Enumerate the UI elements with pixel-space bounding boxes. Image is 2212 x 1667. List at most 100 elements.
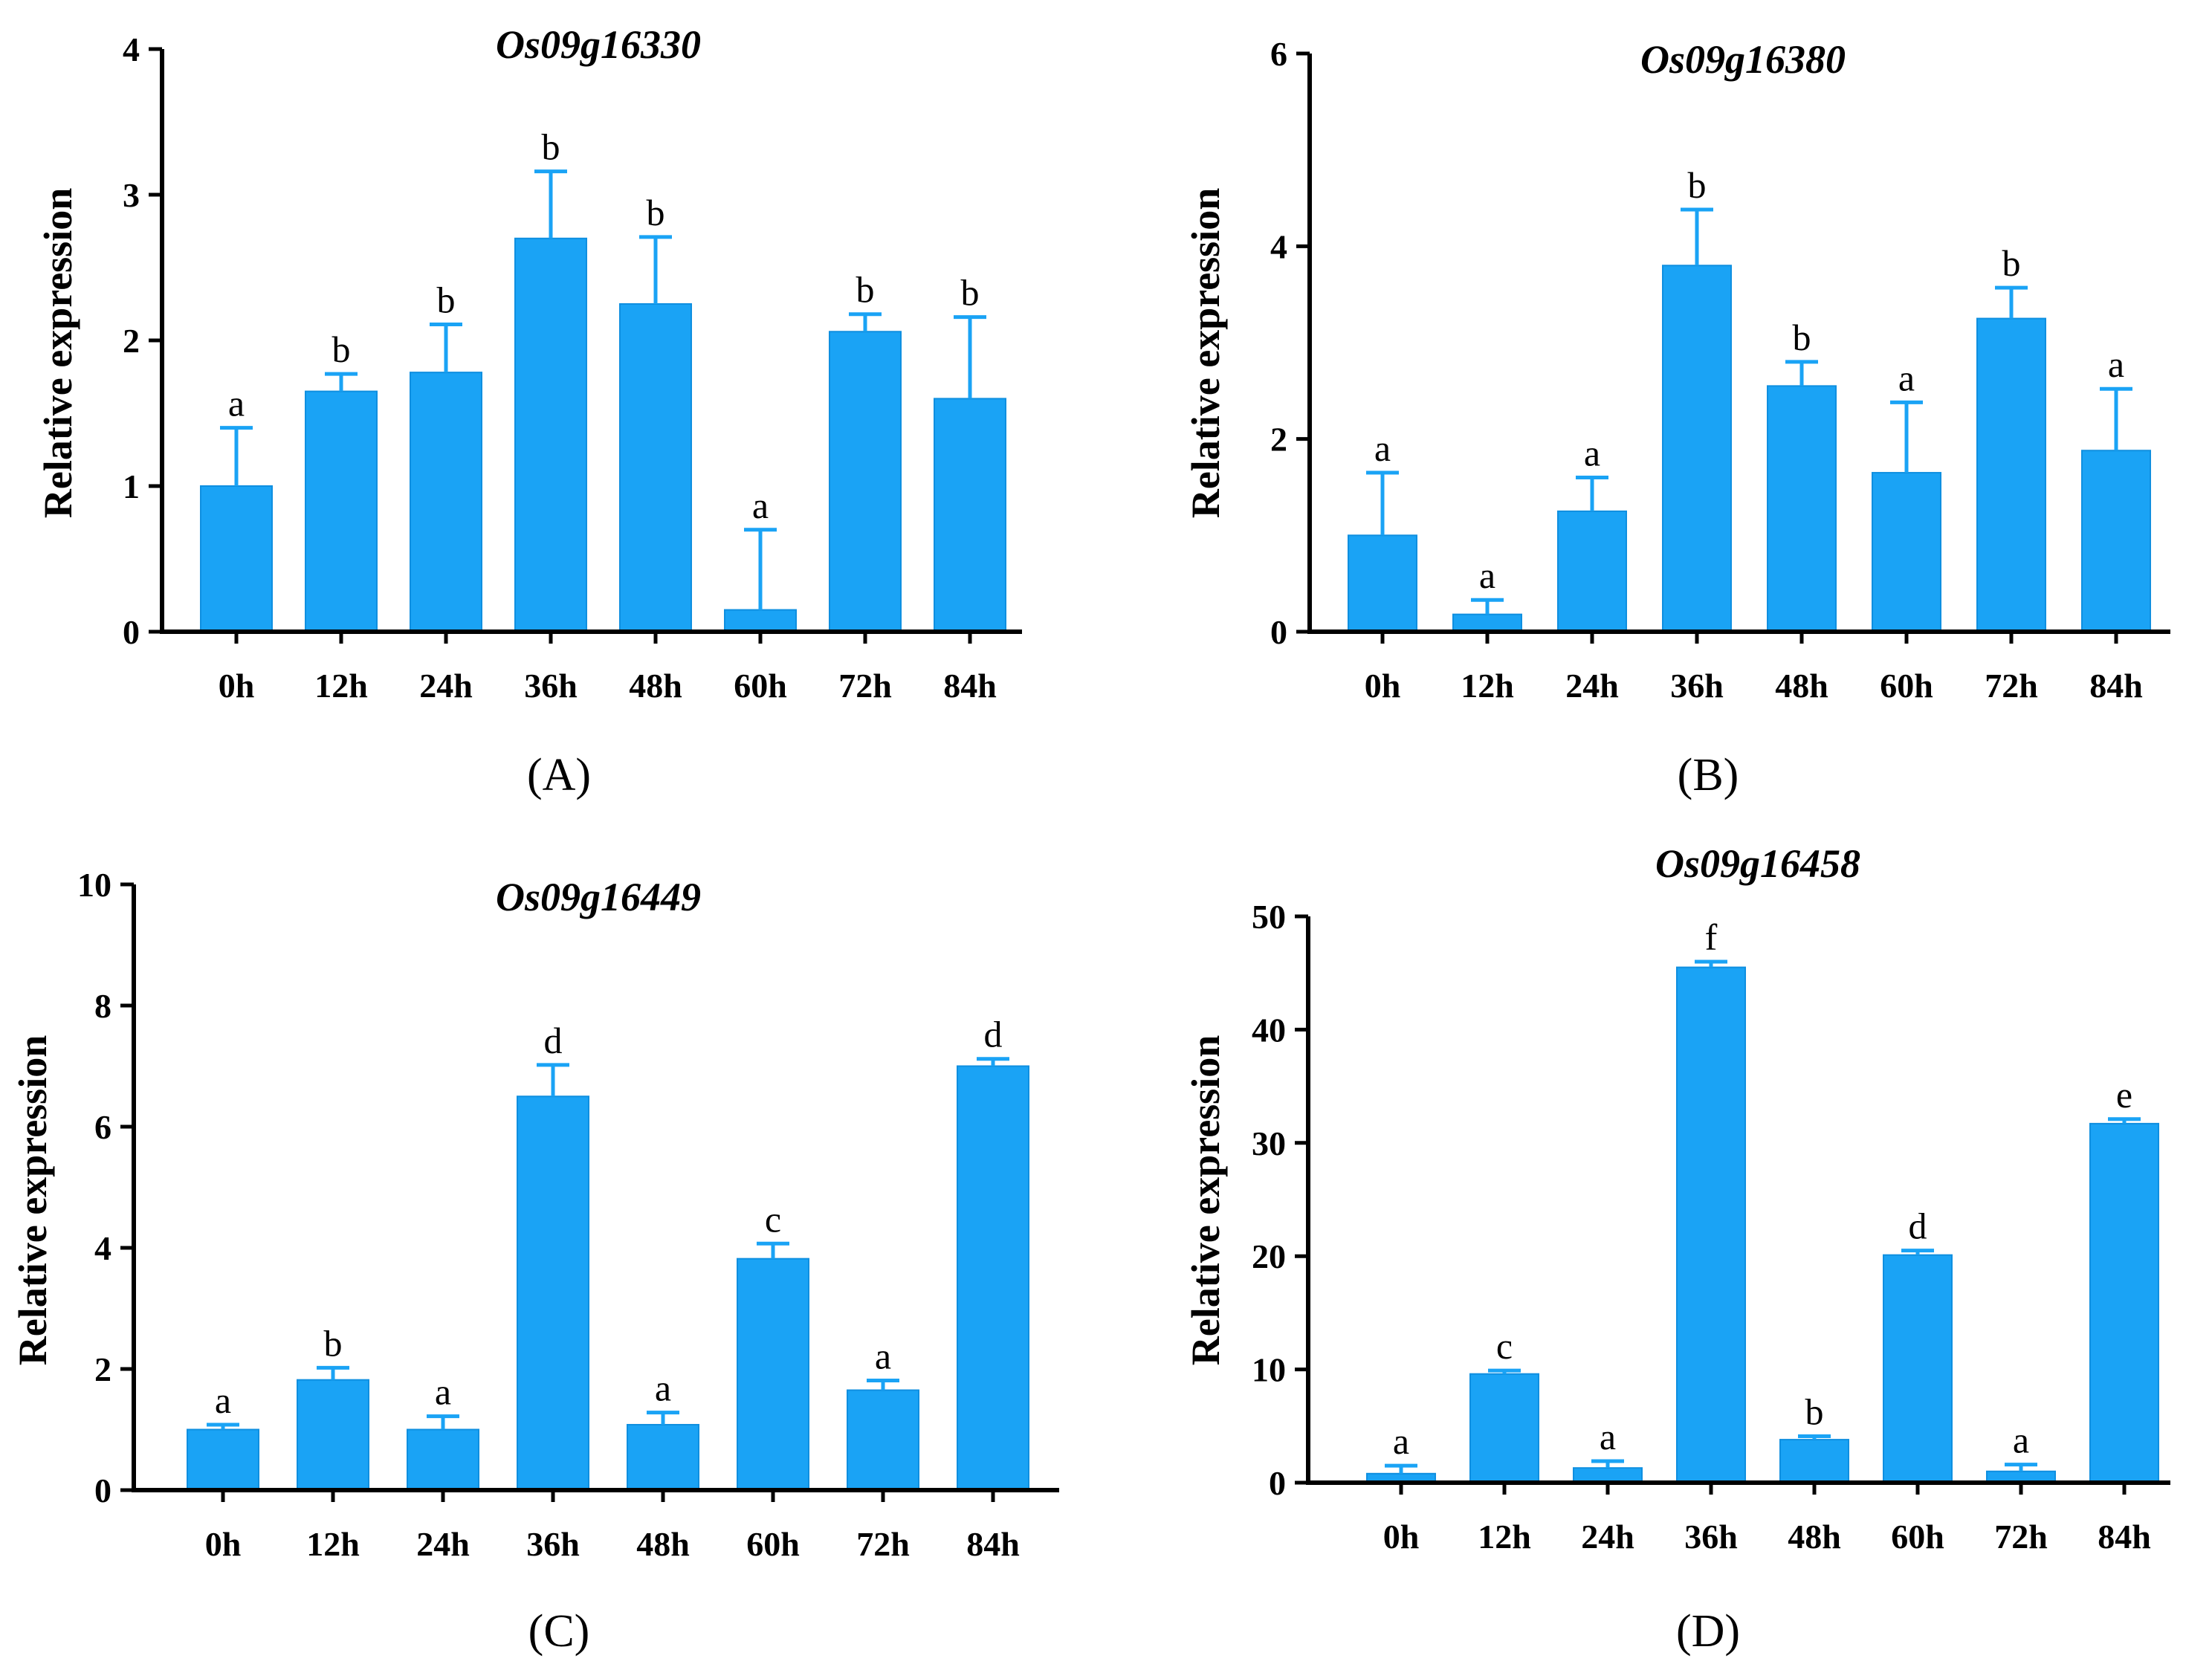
panel-a-sig-letter-36h: b <box>542 126 560 168</box>
panel-c-y-tick-4: 4 <box>94 1229 111 1267</box>
panel-c-sig-letter-12h: b <box>324 1322 343 1364</box>
panel-a-bar-60h <box>724 609 797 632</box>
panel-d-y-tick-50: 50 <box>1252 898 1286 936</box>
panel-a-sig-letter-60h: a <box>752 485 769 526</box>
panel-d-y-axis-label: Relative expression <box>1183 1035 1228 1365</box>
panel-c-y-tick-0: 0 <box>94 1472 111 1509</box>
panel-a-bar-84h <box>934 398 1006 633</box>
panel-d-bars <box>1366 966 2159 1484</box>
panel-d-bar-48h <box>1779 1439 1849 1484</box>
panel-a-x-tick-12h: 12h <box>314 667 368 705</box>
panel-d-y-ticks: 0 10 20 30 40 50 <box>1252 898 1308 1502</box>
panel-b-bar-0h <box>1348 534 1417 632</box>
panel-d-sig-letter-72h: a <box>2013 1420 2029 1461</box>
panel-b-axes <box>1307 54 2170 634</box>
panel-d-bar-84h <box>2089 1122 2159 1483</box>
panel-c-y-tick-10: 10 <box>77 866 111 904</box>
panel-d-label: (D) <box>1676 1606 1740 1657</box>
panel-b-bars <box>1348 265 2151 633</box>
panel-c-axes <box>132 884 1059 1492</box>
panel-c-y-ticks: 0 2 4 6 8 10 <box>77 866 134 1509</box>
panel-a-x-tick-36h: 36h <box>524 667 578 705</box>
panel-d-x-tick-84h: 84h <box>2098 1518 2151 1556</box>
panel-b-x-tick-36h: 36h <box>1670 667 1724 705</box>
panel-a-x-tick-60h: 60h <box>734 667 787 705</box>
panel-b-sig-letter-48h: b <box>1793 317 1811 358</box>
panel-b-bar-12h <box>1452 613 1522 632</box>
panel-b-bar-60h <box>1872 472 1941 632</box>
panel-a-y-tick-4: 4 <box>123 30 140 68</box>
panel-c-bar-24h <box>407 1428 479 1491</box>
panel-b-x-tick-0h: 0h <box>1365 667 1401 705</box>
panel-c-label: (C) <box>528 1606 590 1657</box>
panel-a-bar-0h <box>200 485 273 632</box>
panel-d-x-tick-48h: 48h <box>1788 1518 1841 1556</box>
panel-b: Os09g16380 Relative expression a a a b b a ba … <box>1183 35 2170 800</box>
panel-a-x-tick-0h: 0h <box>219 667 255 705</box>
panel-d-sig-letter-0h: a <box>1393 1420 1409 1462</box>
panel-c-significance-letters: a b a d a c a d <box>215 1014 1003 1421</box>
panel-b-x-tick-72h: 72h <box>1985 667 2038 705</box>
panel-c-title: Os09g16449 <box>496 875 701 919</box>
panel-c-sig-letter-0h: a <box>215 1379 231 1421</box>
panel-d-y-tick-40: 40 <box>1252 1011 1286 1049</box>
panel-c-y-axis-label: Relative expression <box>10 1035 55 1365</box>
panel-b-bar-84h <box>2081 450 2151 633</box>
panel-a-sig-letter-12h: b <box>332 328 351 370</box>
panel-a-y-tick-0: 0 <box>123 613 140 651</box>
panel-b-y-tick-2: 2 <box>1270 421 1287 459</box>
panel-d-x-ticks: 0h 12h 24h 36h 48h 60h 72h 84h <box>1383 1483 2151 1556</box>
panel-c-sig-letter-48h: a <box>655 1367 671 1409</box>
panel-b-significance-letters: a a a b b a b a <box>1374 164 2124 596</box>
panel-c-x-tick-84h: 84h <box>966 1525 1020 1563</box>
panel-d-sig-letter-84h: e <box>2116 1074 2132 1116</box>
panel-b-sig-letter-36h: b <box>1688 164 1707 206</box>
panel-b-x-tick-24h: 24h <box>1565 667 1619 705</box>
panel-b-y-axis-label: Relative expression <box>1183 188 1228 518</box>
panel-d-y-tick-10: 10 <box>1252 1351 1286 1389</box>
panel-a-x-tick-24h: 24h <box>419 667 473 705</box>
panel-d-y-tick-0: 0 <box>1269 1464 1286 1502</box>
panel-c-bar-0h <box>187 1428 259 1491</box>
panel-c-bars <box>187 1065 1029 1492</box>
panel-b-sig-letter-12h: a <box>1479 554 1495 596</box>
panel-d-error-bars <box>1385 959 2141 1474</box>
panel-a-y-axis-label: Relative expression <box>36 188 80 518</box>
panel-b-x-tick-60h: 60h <box>1880 667 1933 705</box>
panel-c-sig-letter-24h: a <box>435 1371 451 1413</box>
panel-c-sig-letter-84h: d <box>984 1014 1003 1055</box>
panel-c-x-tick-48h: 48h <box>636 1525 690 1563</box>
panel-d-y-tick-30: 30 <box>1252 1124 1286 1162</box>
panel-d-bar-60h <box>1883 1254 1953 1484</box>
panel-d-x-tick-36h: 36h <box>1684 1518 1738 1556</box>
panel-b-sig-letter-24h: a <box>1584 433 1600 474</box>
panel-a-sig-letter-0h: a <box>228 383 245 424</box>
panel-b-x-ticks: 0h 12h 24h 36h 48h 60h 72h 84h <box>1365 632 2143 705</box>
panel-c-bar-84h <box>957 1065 1029 1491</box>
panel-d-sig-letter-48h: b <box>1805 1391 1824 1433</box>
panel-c-x-tick-24h: 24h <box>416 1525 470 1563</box>
panel-b-bar-72h <box>1976 317 2046 632</box>
panel-c-sig-letter-60h: c <box>765 1198 781 1240</box>
panel-c: Os09g16449 Relative expression abadacad … <box>10 866 1059 1657</box>
panel-c-x-tick-12h: 12h <box>306 1525 360 1563</box>
panel-c-sig-letter-36h: d <box>544 1020 563 1061</box>
panel-b-y-ticks: 0 2 4 6 <box>1270 35 1310 651</box>
panel-c-bar-72h <box>847 1389 919 1492</box>
panel-a-bar-72h <box>829 331 902 632</box>
panel-d-significance-letters: a c a f b d a e <box>1393 916 2132 1462</box>
panel-d-sig-letter-24h: a <box>1600 1416 1616 1457</box>
panel-a-bar-48h <box>619 303 692 632</box>
panel-b-x-tick-84h: 84h <box>2089 667 2143 705</box>
panel-b-y-tick-4: 4 <box>1270 227 1287 265</box>
panel-a-y-tick-2: 2 <box>123 322 140 360</box>
panel-a-x-tick-72h: 72h <box>838 667 892 705</box>
panel-d-x-tick-24h: 24h <box>1581 1518 1634 1556</box>
panel-a-bar-36h <box>514 237 587 632</box>
panel-b-label: (B) <box>1678 750 1739 800</box>
panel-a-sig-letter-84h: b <box>961 272 980 314</box>
panel-b-sig-letter-0h: a <box>1374 427 1391 469</box>
panel-b-y-tick-6: 6 <box>1270 35 1287 73</box>
